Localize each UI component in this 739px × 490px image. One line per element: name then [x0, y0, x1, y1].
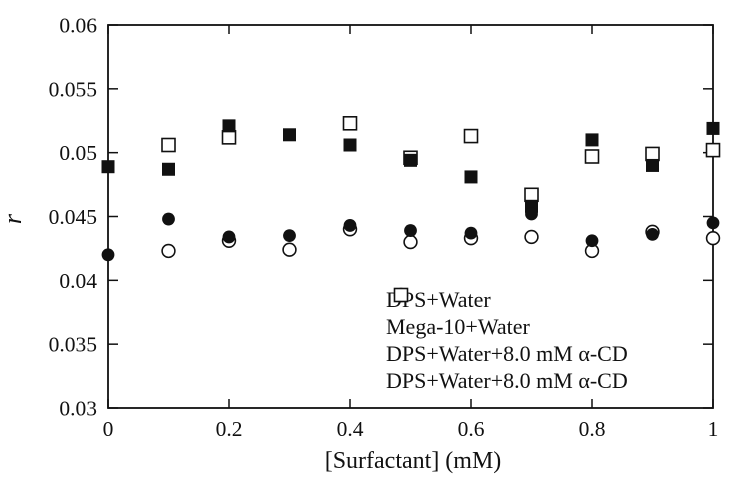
data-point-filled-square	[646, 158, 659, 172]
data-point-open-circle	[524, 229, 539, 245]
data-point-filled-square	[101, 160, 115, 174]
data-point-open-square	[221, 130, 237, 145]
data-point-open-circle	[403, 234, 418, 250]
data-point-filled-circle	[585, 234, 599, 248]
x-axis-label: [Surfactant] (mM)	[324, 448, 502, 474]
legend-label: Mega-10+Water	[386, 313, 530, 339]
data-point-open-circle	[161, 243, 176, 259]
x-tick-label: 0.6	[458, 417, 485, 441]
y-tick-label: 0.05	[59, 141, 97, 165]
data-point-filled-circle	[101, 248, 115, 262]
data-point-open-square	[463, 128, 479, 144]
data-point-open-circle	[705, 231, 721, 246]
data-point-filled-circle	[283, 229, 296, 243]
data-point-filled-square	[283, 128, 296, 142]
x-tick-label: 0.4	[337, 417, 364, 441]
legend-item: Mega-10+Water	[386, 287, 628, 340]
x-tick-label: 1	[708, 417, 719, 441]
legend-label: DPS+Water+8.0 mM α-CD	[386, 340, 628, 366]
legend: DPS+Water Mega-10+Water DPS+Water+8.0 mM α…	[386, 286, 628, 394]
legend-label: DPS+Water+8.0 mM α-CD	[386, 367, 628, 393]
data-point-open-square	[705, 142, 721, 158]
data-point-filled-circle	[706, 216, 720, 230]
data-point-filled-square	[162, 162, 175, 176]
data-point-filled-circle	[162, 212, 175, 226]
data-point-filled-square	[343, 138, 357, 152]
y-tick-label: 0.03	[59, 397, 97, 421]
x-tick-label: 0.2	[216, 417, 243, 441]
data-point-filled-circle	[343, 219, 357, 232]
legend-label: DPS+Water	[386, 286, 491, 312]
data-point-open-square	[645, 146, 660, 162]
data-point-open-square	[342, 116, 358, 131]
data-point-filled-square	[404, 153, 417, 167]
y-tick-label: 0.06	[59, 14, 97, 38]
data-point-open-square	[584, 149, 600, 164]
y-tick-label: 0.045	[49, 205, 97, 229]
legend-item: DPS+Water	[386, 286, 628, 313]
data-point-filled-circle	[222, 230, 236, 244]
y-tick-label: 0.04	[59, 269, 97, 293]
data-point-filled-circle	[646, 227, 659, 241]
data-point-filled-square	[222, 119, 236, 133]
data-point-filled-circle	[525, 207, 538, 221]
data-point-open-square	[524, 187, 539, 203]
y-tick-label: 0.035	[49, 333, 97, 357]
open-square-icon	[393, 287, 409, 303]
open-square-glyph	[393, 287, 409, 303]
legend-item: DPS+Water+8.0 mM α-CD	[386, 288, 628, 367]
x-tick-label: 0.8	[579, 417, 606, 441]
x-tick-label: 0	[103, 417, 114, 441]
legend-item: DPS+Water+8.0 mM α-CD	[386, 287, 628, 394]
data-point-filled-square	[464, 170, 478, 184]
data-point-open-square	[161, 137, 176, 153]
data-point-filled-square	[706, 121, 720, 135]
data-point-filled-square	[585, 133, 599, 147]
y-axis-label: r	[0, 213, 27, 225]
data-point-filled-circle	[404, 224, 417, 237]
data-point-filled-circle	[464, 226, 478, 240]
y-tick-label: 0.055	[49, 77, 97, 101]
data-point-open-circle	[282, 242, 297, 257]
